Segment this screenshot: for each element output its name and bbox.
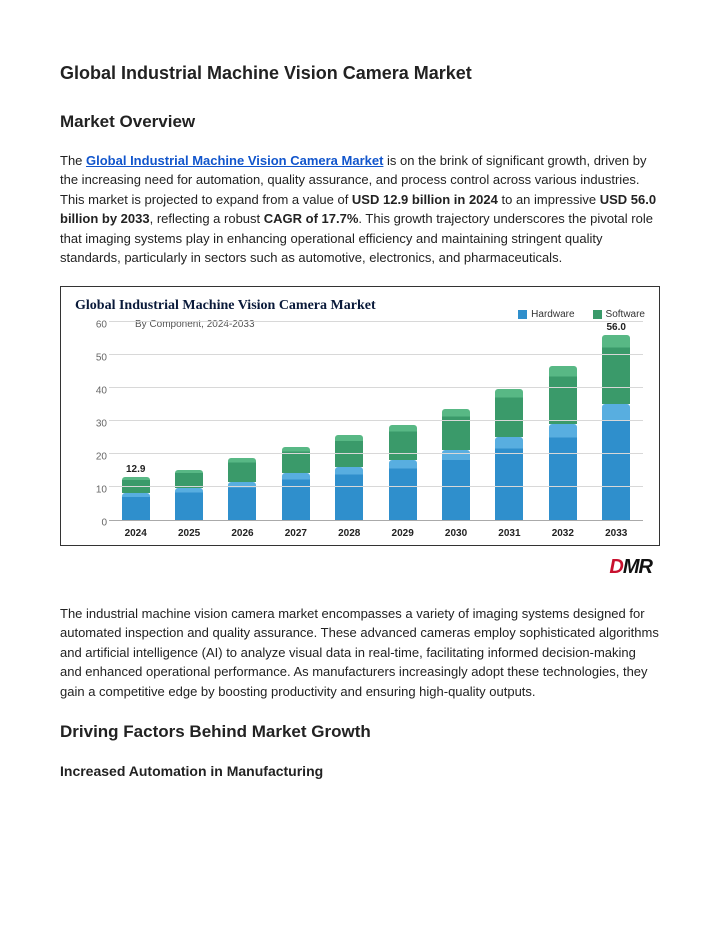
- x-tick-label: 2025: [175, 526, 203, 541]
- bar-segment-hardware: [175, 488, 203, 519]
- bar-stack: [442, 409, 470, 520]
- x-tick-label: 2032: [549, 526, 577, 541]
- x-tick-label: 2033: [602, 526, 630, 541]
- bar-2027: [282, 447, 310, 520]
- x-tick-label: 2024: [122, 526, 150, 541]
- bar-stack: [282, 447, 310, 520]
- y-tick-label: 20: [89, 449, 107, 464]
- bar-2033: 56.0: [602, 335, 630, 520]
- bar-stack: [389, 425, 417, 519]
- text: The: [60, 153, 86, 168]
- overview-paragraph: The Global Industrial Machine Vision Cam…: [60, 151, 660, 268]
- bar-segment-hardware: [282, 473, 310, 519]
- bar-stack: 12.9: [122, 477, 150, 520]
- bar-2025: [175, 470, 203, 519]
- x-tick-label: 2029: [389, 526, 417, 541]
- bar-segment-hardware: [549, 424, 577, 520]
- bar-value-label: 56.0: [606, 320, 625, 335]
- x-tick-label: 2030: [442, 526, 470, 541]
- logo-m: M: [623, 556, 639, 578]
- bar-segment-software: [228, 458, 256, 481]
- text: , reflecting a robust: [150, 211, 264, 226]
- swatch-software-icon: [593, 310, 602, 319]
- cagr-value: CAGR of 17.7%: [264, 211, 359, 226]
- overview-heading: Market Overview: [60, 109, 660, 135]
- bar-segment-software: [602, 335, 630, 404]
- x-tick-label: 2026: [228, 526, 256, 541]
- gridline: [109, 354, 643, 355]
- bar-segment-hardware: [335, 467, 363, 520]
- bar-segment-hardware: [602, 404, 630, 520]
- x-tick-label: 2027: [282, 526, 310, 541]
- y-tick-label: 50: [89, 350, 107, 365]
- bar-stack: [228, 458, 256, 519]
- market-link[interactable]: Global Industrial Machine Vision Camera …: [86, 153, 383, 168]
- bar-segment-software: [442, 409, 470, 450]
- bar-2026: [228, 458, 256, 519]
- bar-segment-software: [389, 425, 417, 460]
- bar-segment-hardware: [389, 460, 417, 519]
- bar-stack: [549, 366, 577, 519]
- y-tick-label: 0: [89, 515, 107, 530]
- bar-segment-software: [335, 435, 363, 466]
- logo-d: D: [609, 556, 622, 578]
- bar-2031: [495, 389, 523, 519]
- bar-segment-software: [549, 366, 577, 424]
- plot-area: 12.9 56.0: [109, 325, 643, 521]
- swatch-hardware-icon: [518, 310, 527, 319]
- page-title: Global Industrial Machine Vision Camera …: [60, 60, 660, 87]
- gridline: [109, 453, 643, 454]
- bar-2030: [442, 409, 470, 520]
- x-tick-label: 2028: [335, 526, 363, 541]
- dmr-logo: DMR: [60, 552, 660, 582]
- market-chart: Global Industrial Machine Vision Camera …: [60, 286, 660, 546]
- bar-stack: [495, 389, 523, 519]
- bar-2029: [389, 425, 417, 519]
- bar-stack: [335, 435, 363, 519]
- x-tick-label: 2031: [495, 526, 523, 541]
- gridline: [109, 486, 643, 487]
- text: to an impressive: [498, 192, 600, 207]
- y-tick-label: 60: [89, 317, 107, 332]
- gridline: [109, 420, 643, 421]
- automation-subheading: Increased Automation in Manufacturing: [60, 761, 660, 782]
- gridline: [109, 321, 643, 322]
- bar-segment-hardware: [228, 482, 256, 520]
- bar-segment-hardware: [495, 437, 523, 520]
- legend-hardware-label: Hardware: [531, 307, 574, 322]
- logo-r: R: [639, 556, 652, 578]
- bar-2024: 12.9: [122, 477, 150, 520]
- bar-segment-software: [495, 389, 523, 437]
- y-tick-label: 10: [89, 482, 107, 497]
- chart-title: Global Industrial Machine Vision Camera …: [75, 295, 376, 316]
- bar-stack: [175, 470, 203, 519]
- y-tick-label: 40: [89, 383, 107, 398]
- value-2024: USD 12.9 billion in 2024: [352, 192, 498, 207]
- gridline: [109, 387, 643, 388]
- description-paragraph: The industrial machine vision camera mar…: [60, 604, 660, 702]
- y-tick-label: 30: [89, 416, 107, 431]
- bar-value-label: 12.9: [126, 462, 145, 477]
- bar-2032: [549, 366, 577, 519]
- drivers-heading: Driving Factors Behind Market Growth: [60, 719, 660, 745]
- bar-segment-hardware: [122, 493, 150, 519]
- bar-2028: [335, 435, 363, 519]
- bar-stack: 56.0: [602, 335, 630, 520]
- bar-segment-software: [282, 447, 310, 473]
